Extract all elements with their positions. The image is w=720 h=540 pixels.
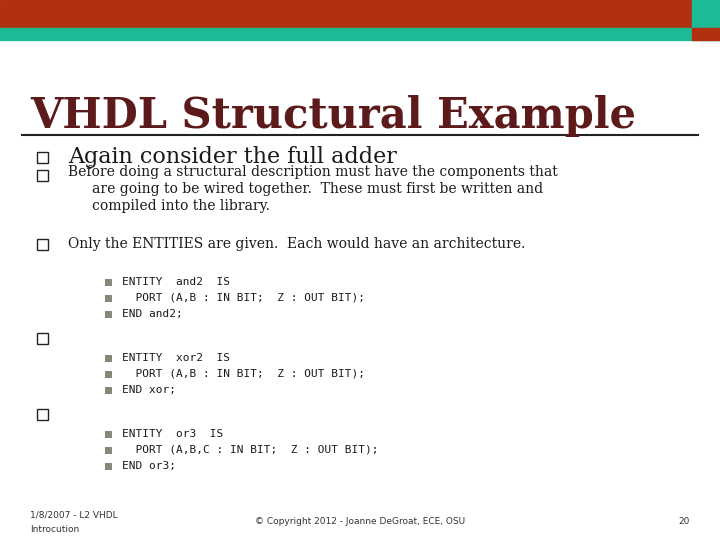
Text: END or3;: END or3; [122,461,176,471]
Bar [37,170,48,181]
Bar [104,462,112,469]
Bar [692,0,720,28]
Text: Only the ENTITIES are given.  Each would have an architecture.: Only the ENTITIES are given. Each would … [68,237,526,251]
Text: Again consider the full adder: Again consider the full adder [68,146,397,168]
Text: Before doing a structural description must have the components that: Before doing a structural description mu… [68,165,558,179]
Bar [104,430,112,437]
Bar [0,0,720,28]
Bar [104,370,112,377]
Text: 20: 20 [679,517,690,526]
Text: PORT (A,B : IN BIT;  Z : OUT BIT);: PORT (A,B : IN BIT; Z : OUT BIT); [122,293,365,303]
Bar [104,387,112,394]
Bar [37,239,48,249]
Bar [692,28,720,40]
Text: compiled into the library.: compiled into the library. [92,199,270,213]
Text: ENTITY  or3  IS: ENTITY or3 IS [122,429,223,439]
Text: Introcution: Introcution [30,524,79,534]
Bar [104,279,112,286]
Text: VHDL Structural Example: VHDL Structural Example [30,95,636,137]
Text: END xor;: END xor; [122,385,176,395]
Bar [37,408,48,420]
Bar [104,310,112,318]
Text: END and2;: END and2; [122,309,183,319]
Text: ENTITY  and2  IS: ENTITY and2 IS [122,277,230,287]
Bar [104,447,112,454]
Text: © Copyright 2012 - Joanne DeGroat, ECE, OSU: © Copyright 2012 - Joanne DeGroat, ECE, … [255,517,465,526]
Bar [37,333,48,343]
Text: PORT (A,B : IN BIT;  Z : OUT BIT);: PORT (A,B : IN BIT; Z : OUT BIT); [122,369,365,379]
Bar [37,152,48,163]
Text: PORT (A,B,C : IN BIT;  Z : OUT BIT);: PORT (A,B,C : IN BIT; Z : OUT BIT); [122,445,379,455]
Text: 1/8/2007 - L2 VHDL: 1/8/2007 - L2 VHDL [30,510,117,519]
Bar [104,294,112,301]
Bar [0,28,720,40]
Bar [104,354,112,361]
Text: are going to be wired together.  These must first be written and: are going to be wired together. These mu… [92,182,543,196]
Text: ENTITY  xor2  IS: ENTITY xor2 IS [122,353,230,363]
